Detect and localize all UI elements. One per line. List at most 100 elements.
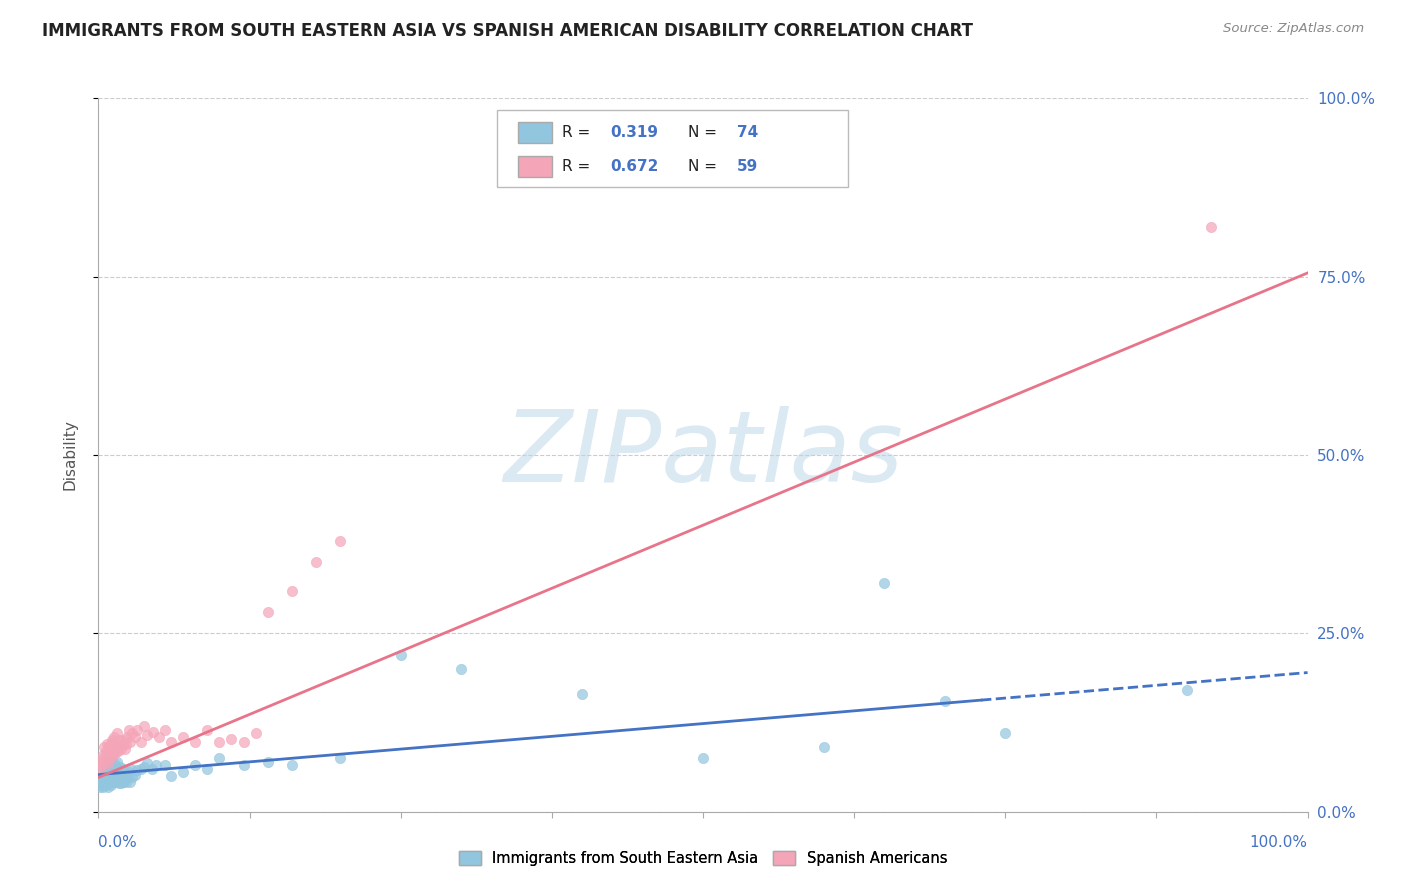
Point	[103, 730, 125, 744]
Point	[195, 723, 218, 737]
Text: N =: N =	[689, 159, 723, 174]
Point	[104, 746, 127, 760]
Point	[101, 735, 124, 749]
Point	[105, 740, 128, 755]
Point	[108, 739, 131, 753]
Point	[142, 724, 165, 739]
Point	[94, 765, 117, 780]
Point	[305, 555, 328, 569]
Point	[127, 723, 149, 737]
Point	[141, 762, 163, 776]
Point	[114, 769, 136, 783]
Point	[108, 776, 131, 790]
Point	[208, 751, 231, 765]
Point	[148, 730, 170, 744]
Point	[110, 742, 132, 756]
Point	[100, 769, 122, 783]
Point	[153, 723, 176, 737]
Point	[160, 769, 183, 783]
Point	[281, 758, 304, 772]
Legend: Immigrants from South Eastern Asia, Spanish Americans: Immigrants from South Eastern Asia, Span…	[453, 846, 953, 872]
Point	[208, 735, 231, 749]
Point	[100, 758, 122, 772]
Point	[94, 744, 117, 758]
Point	[221, 731, 243, 746]
Point	[91, 747, 114, 762]
Point	[124, 767, 146, 781]
Point	[93, 740, 115, 755]
Point	[101, 746, 124, 760]
Point	[281, 583, 304, 598]
Point	[105, 771, 128, 785]
Point	[90, 755, 112, 769]
Point	[195, 762, 218, 776]
Point	[97, 755, 120, 769]
Point	[91, 774, 114, 789]
Point	[110, 776, 132, 790]
Y-axis label: Disability: Disability	[63, 419, 77, 491]
Point	[89, 762, 111, 776]
Point	[1199, 219, 1222, 234]
Point	[97, 780, 120, 794]
Point	[103, 756, 125, 771]
Point	[96, 762, 118, 776]
Point	[98, 739, 121, 753]
Point	[134, 719, 156, 733]
Point	[97, 765, 120, 780]
Point	[127, 764, 149, 778]
Point	[104, 762, 127, 776]
Point	[329, 533, 352, 548]
Point	[111, 774, 134, 789]
Point	[93, 762, 115, 776]
Point	[100, 772, 122, 787]
Point	[91, 780, 114, 794]
Point	[100, 733, 122, 747]
Text: 74: 74	[737, 125, 758, 140]
Point	[145, 758, 167, 772]
FancyBboxPatch shape	[498, 111, 848, 187]
FancyBboxPatch shape	[517, 155, 553, 177]
Point	[107, 744, 129, 758]
Point	[94, 778, 117, 792]
Point	[121, 726, 143, 740]
Point	[107, 762, 129, 776]
Point	[115, 737, 138, 751]
FancyBboxPatch shape	[517, 122, 553, 144]
Point	[103, 744, 125, 758]
Text: R =: R =	[561, 159, 595, 174]
Point	[160, 735, 183, 749]
Text: Source: ZipAtlas.com: Source: ZipAtlas.com	[1223, 22, 1364, 36]
Point	[117, 771, 139, 785]
Point	[111, 737, 134, 751]
Point	[100, 778, 122, 792]
Point	[994, 726, 1017, 740]
Text: IMMIGRANTS FROM SOUTH EASTERN ASIA VS SPANISH AMERICAN DISABILITY CORRELATION CH: IMMIGRANTS FROM SOUTH EASTERN ASIA VS SP…	[42, 22, 973, 40]
Point	[129, 762, 152, 776]
Point	[105, 755, 128, 769]
Text: 59: 59	[737, 159, 758, 174]
Point	[90, 776, 112, 790]
Point	[111, 762, 134, 776]
Point	[100, 751, 122, 765]
Point	[103, 772, 125, 787]
Point	[256, 605, 278, 619]
Point	[571, 687, 593, 701]
Point	[101, 774, 124, 789]
Point	[98, 747, 121, 762]
Point	[112, 733, 135, 747]
Point	[245, 726, 267, 740]
Point	[813, 740, 835, 755]
Point	[98, 776, 121, 790]
Point	[100, 747, 122, 762]
Point	[93, 756, 115, 771]
Point	[135, 756, 157, 771]
Text: 100.0%: 100.0%	[1250, 836, 1308, 850]
Point	[153, 758, 176, 772]
Text: R =: R =	[561, 125, 595, 140]
Point	[184, 735, 207, 749]
Point	[329, 751, 352, 765]
Text: 0.0%: 0.0%	[98, 836, 138, 850]
Point	[135, 728, 157, 742]
Point	[121, 771, 143, 785]
Point	[134, 760, 156, 774]
